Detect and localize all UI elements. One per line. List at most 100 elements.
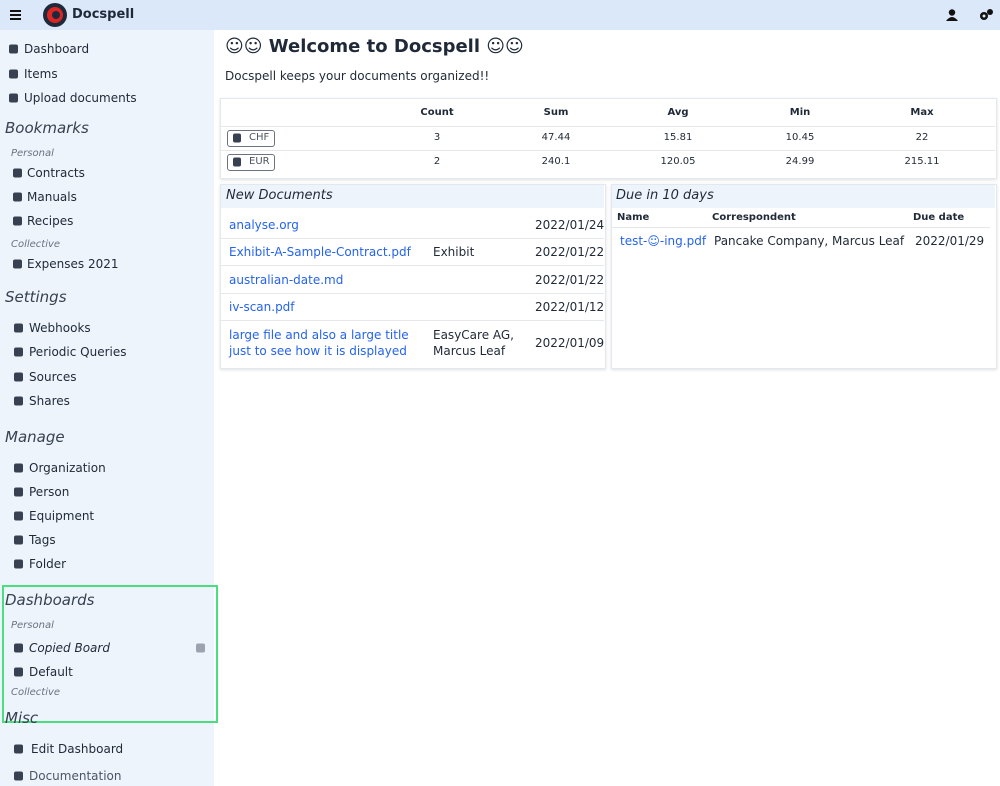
card-header [612,185,995,208]
icon [14,771,23,781]
page-subtitle: Docspell keeps your documents organized!… [225,69,490,83]
icon [14,487,23,497]
menu-item[interactable]: Organization [29,461,106,475]
menu-button[interactable] [10,10,21,20]
app-name: Docspell [72,7,135,22]
highlight-box [2,585,218,723]
menu-item[interactable]: Default [29,665,73,679]
date: 2022/01/09 [535,336,605,350]
user-button[interactable] [946,9,958,21]
section-title: Bookmarks [5,119,89,137]
icon [9,69,18,79]
menu-item[interactable]: Dashboard [24,42,90,56]
cell: 3 [433,132,441,143]
currency-badge [227,154,275,171]
date: 2022/01/22 [535,245,605,259]
icon [9,93,18,103]
top-bar [0,0,1000,30]
due-card [611,184,997,369]
section-title: Manage [5,428,65,446]
icon [13,259,22,269]
menu-item[interactable]: Manuals [27,190,77,204]
document-link[interactable]: analyse.org [229,218,299,232]
icon [13,216,22,226]
summary-card [220,98,997,179]
document-link[interactable]: australian-date.md [229,273,344,287]
menu-item[interactable]: Expenses 2021 [27,257,119,271]
menu-item[interactable]: Webhooks [29,321,91,335]
icon [9,44,18,54]
menu-item[interactable]: Tags [29,533,56,547]
menu-item[interactable]: Contracts [27,166,85,180]
icon [14,511,23,521]
currency: EUR [249,156,270,167]
icon [14,643,23,653]
card-title: New Documents [226,188,333,203]
document-link[interactable]: Exhibit-A-Sample-Contract.pdf [229,245,411,259]
section-title: Settings [5,288,67,306]
currency: CHF [249,132,270,143]
sidebar [0,30,214,786]
correspondent: EasyCare AG, Marcus Leaf [433,328,514,358]
document-link[interactable]: large file and also a large title just t… [229,328,409,358]
cell: 47.44 [541,132,571,143]
column-header: Sum [543,107,569,118]
cell: 2 [433,156,441,167]
icon [233,157,241,167]
currency-badge [227,130,275,147]
menu-item[interactable]: Shares [29,394,70,408]
menu-item[interactable]: Sources [29,370,77,384]
column-header: Avg [667,107,689,118]
date: 2022/01/24 [535,218,605,232]
group-label: Personal [11,148,54,159]
column-header: Name [617,212,650,223]
logo [43,3,67,27]
menu-item[interactable]: Recipes [27,214,74,228]
cell: 22 [915,132,929,143]
icon [233,133,241,143]
card-title: Due in 10 days [616,188,714,203]
menu-item[interactable]: Folder [29,557,67,571]
icon [14,535,23,545]
menu-item[interactable]: Items [24,67,58,81]
row-divider [221,126,995,127]
icon [14,323,23,333]
group-label: Collective [11,239,61,250]
cell: 215.11 [904,156,940,167]
date: 2022/01/12 [535,300,605,314]
row-divider [221,150,995,151]
correspondent: Exhibit [433,245,475,259]
menu-item[interactable]: Upload documents [24,91,137,105]
menu-item[interactable]: Copied Board [29,641,110,655]
cell: 15.81 [663,132,693,143]
menu-item[interactable]: Equipment [29,509,95,523]
cell: 24.99 [785,156,815,167]
icon [13,168,22,178]
row-divider [221,320,604,321]
icon [13,192,22,202]
icon [14,372,23,382]
row-divider [221,265,604,266]
group-label: Collective [11,687,61,698]
icon [196,643,205,653]
card-header [221,185,604,208]
row-divider [221,293,604,294]
menu-item[interactable]: Periodic Queries [29,345,127,359]
icon [14,559,23,569]
column-header: Correspondent [712,212,796,223]
menu-item[interactable]: Edit Dashboard [31,742,124,756]
row-divider [612,227,990,228]
icon [14,347,23,357]
icon [14,744,23,754]
column-header: Min [789,107,811,118]
column-header: Due date [913,212,965,223]
document-link[interactable]: test-☺-ing.pdf [620,234,707,248]
menu-item[interactable]: Documentation [29,769,122,783]
document-link[interactable]: iv-scan.pdf [229,300,295,314]
menu-item[interactable]: Person [29,485,70,499]
correspondent: Pancake Company, Marcus Leaf [714,234,905,248]
settings-button[interactable] [979,8,994,22]
new-documents-card [220,184,606,369]
cell: 10.45 [785,132,815,143]
